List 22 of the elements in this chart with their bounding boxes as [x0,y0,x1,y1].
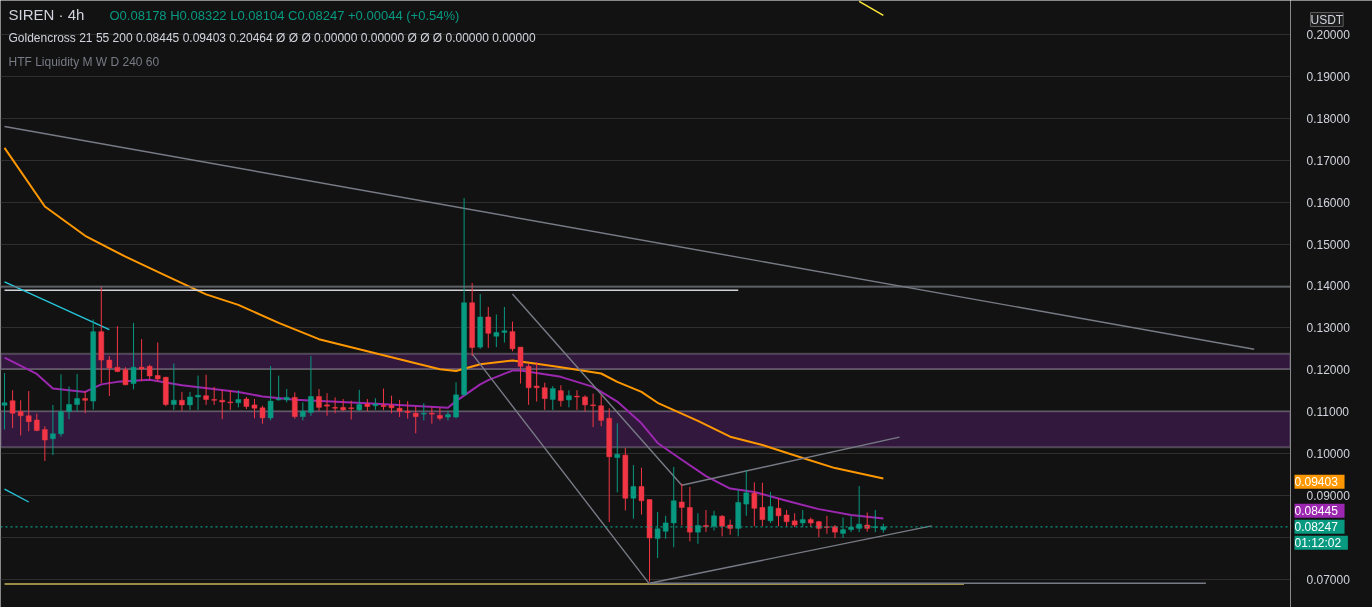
y-tick-label: 0.15000 [1306,237,1351,252]
text: 0.08247 [1294,519,1339,534]
y-tick-label: 0.09000 [1306,488,1351,503]
y-tick-label: 0.11000 [1306,405,1350,420]
chart-title: SIREN · 4h [8,5,85,23]
y-tick-label: 0.19000 [1306,70,1351,85]
y-tick-label: 0.17000 [1306,153,1351,168]
y-tick-label: 0.13000 [1306,321,1351,336]
text: 01:12:02 [1294,535,1342,550]
annotation: Goldencross 21 55 200 0.08445 0.09403 0.20464 Ø Ø Ø 0.00000 0.00000 Ø Ø Ø 0.00000 0.00000 [8,30,536,45]
y-tick-label: 0.20000 [1306,28,1351,43]
y-tick-label: 0.12000 [1306,363,1351,378]
y-tick-label: 0.14000 [1306,279,1351,294]
annotation: HTF Liquidity M W D 240 60 [8,54,160,69]
text: 0.08445 [1294,503,1339,518]
text: USDT [1310,12,1344,27]
y-tick-label: 0.16000 [1306,195,1351,210]
y-tick-label: 0.07000 [1306,572,1351,587]
y-tick-label: 0.18000 [1306,112,1351,127]
text: O0.08178 H0.08322 L0.08104 C0.08247 +0.00044 (+0.54%) [109,7,460,23]
y-tick-label: 0.10000 [1306,446,1351,461]
text: 0.09403 [1294,474,1339,489]
